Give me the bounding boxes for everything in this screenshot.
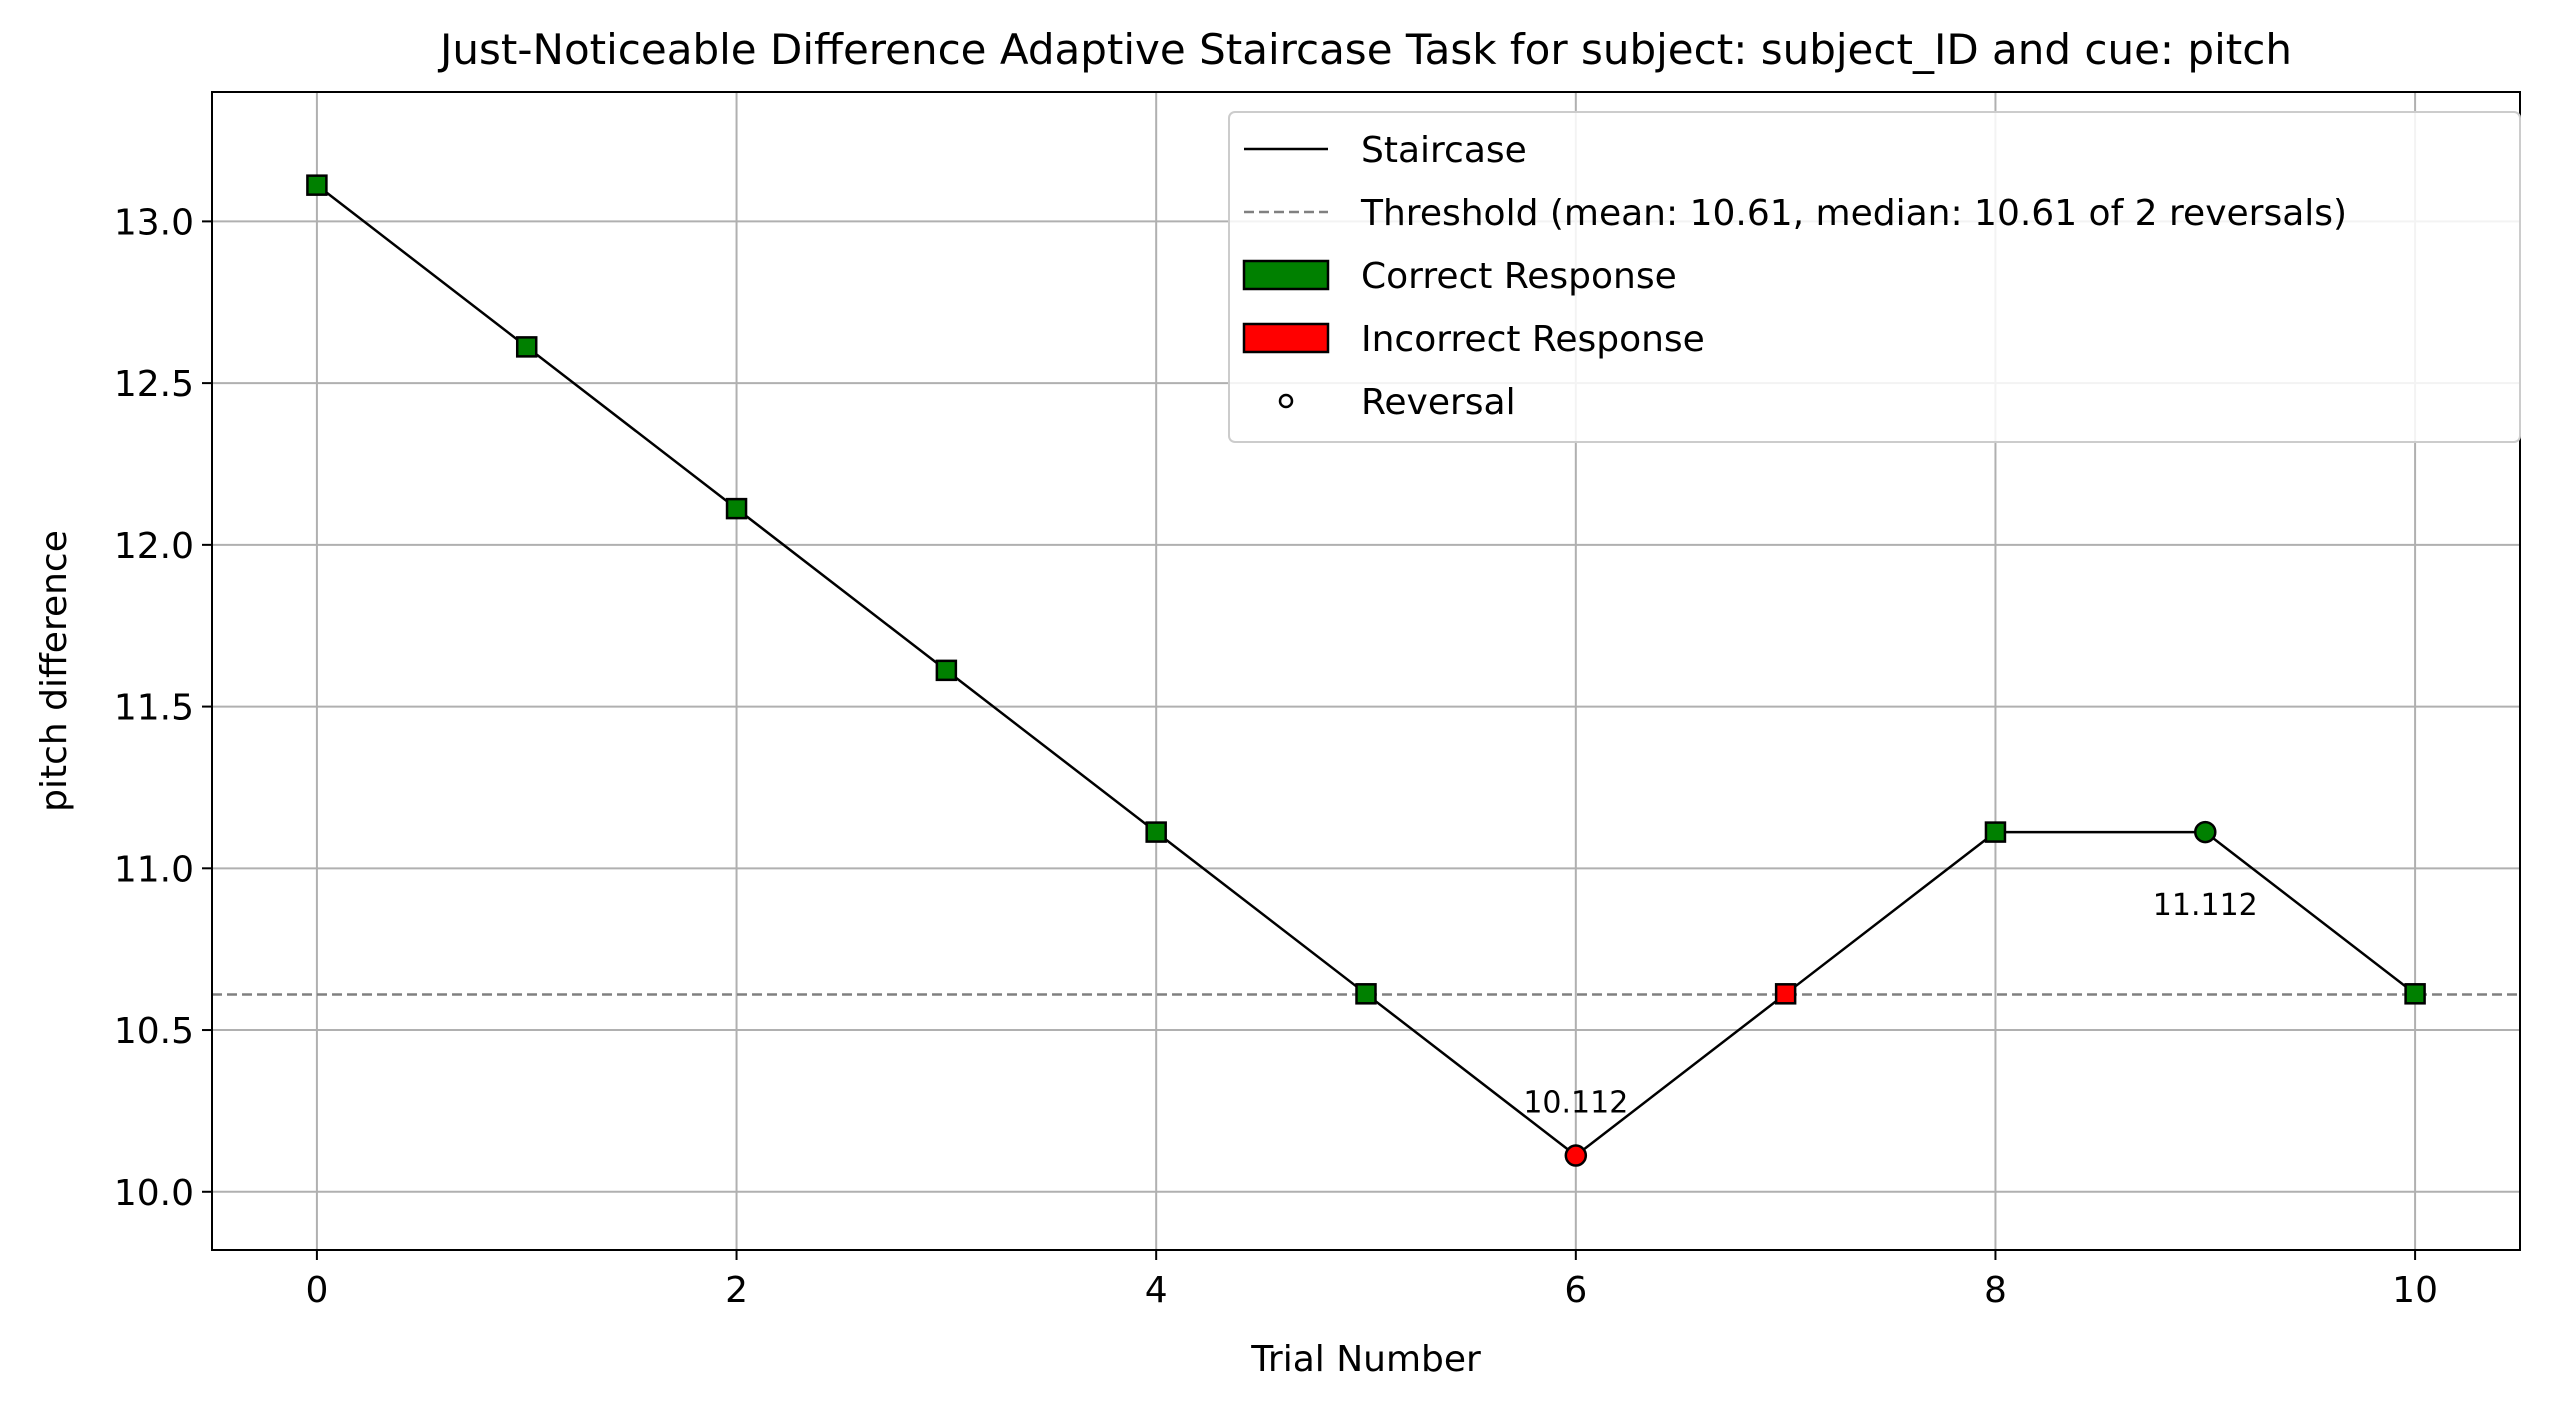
correct-response-marker bbox=[306, 174, 328, 196]
correct-response-marker bbox=[1355, 983, 1377, 1005]
correct-response-marker bbox=[2404, 983, 2426, 1005]
y-tick-label: 13.0 bbox=[114, 202, 194, 243]
legend-frame bbox=[1228, 111, 2521, 443]
incorrect-response-marker bbox=[1774, 983, 1797, 1005]
chart-legend: Staircase Threshold (mean: 10.61, median:… bbox=[1228, 111, 2521, 443]
correct-response-marker bbox=[1145, 821, 1167, 843]
y-axis-label: pitch difference bbox=[34, 530, 75, 812]
correct-response-marker bbox=[935, 659, 958, 682]
legend-patch-swatch bbox=[1242, 259, 1330, 291]
correct-response-marker bbox=[1984, 821, 2007, 843]
y-tick-label: 10.0 bbox=[114, 1173, 194, 1214]
legend-label: Reversal bbox=[1361, 382, 1516, 423]
legend-label: Incorrect Response bbox=[1361, 319, 1705, 360]
legend-circle-swatch bbox=[1278, 393, 1294, 409]
x-tick-label: 8 bbox=[1984, 1270, 2007, 1311]
legend-label: Threshold (mean: 10.61, median: 10.61 of… bbox=[1360, 193, 2347, 234]
x-axis-label: Trial Number bbox=[1250, 1339, 1481, 1380]
x-tick-label: 10 bbox=[2392, 1270, 2438, 1311]
y-tick-label: 12.0 bbox=[114, 526, 194, 567]
reversal-value-label: 10.112 bbox=[1523, 1086, 1628, 1121]
legend-label: Correct Response bbox=[1361, 256, 1677, 297]
correct-response-marker bbox=[515, 336, 538, 358]
y-tick-label: 11.5 bbox=[114, 688, 194, 729]
legend-label: Staircase bbox=[1361, 130, 1527, 171]
x-tick-label: 6 bbox=[1564, 1270, 1587, 1311]
grid-lines bbox=[212, 92, 2520, 1250]
plot-frame bbox=[211, 91, 2521, 1251]
reversal-annotations: 10.112 11.112 bbox=[1523, 888, 2257, 1120]
legend-patch-swatch bbox=[1242, 322, 1330, 354]
chart-title: Just-Noticeable Difference Adaptive Stai… bbox=[437, 25, 2292, 74]
x-axis-ticks: 0 2 4 6 8 10 bbox=[305, 1250, 2438, 1311]
y-tick-label: 10.5 bbox=[114, 1011, 194, 1052]
y-tick-label: 11.0 bbox=[114, 849, 194, 890]
reversal-marker bbox=[2194, 820, 2217, 844]
reversal-marker bbox=[1564, 1144, 1588, 1167]
correct-response-marker bbox=[725, 497, 748, 520]
x-tick-label: 0 bbox=[305, 1270, 328, 1311]
x-tick-label: 4 bbox=[1145, 1270, 1168, 1311]
y-tick-label: 12.5 bbox=[114, 364, 194, 405]
response-markers bbox=[306, 174, 2426, 1167]
x-tick-label: 2 bbox=[725, 1270, 748, 1311]
reversal-value-label: 11.112 bbox=[2153, 888, 2258, 923]
y-axis-ticks: 10.0 10.5 11.0 11.5 12.0 12.5 13.0 bbox=[114, 202, 212, 1214]
